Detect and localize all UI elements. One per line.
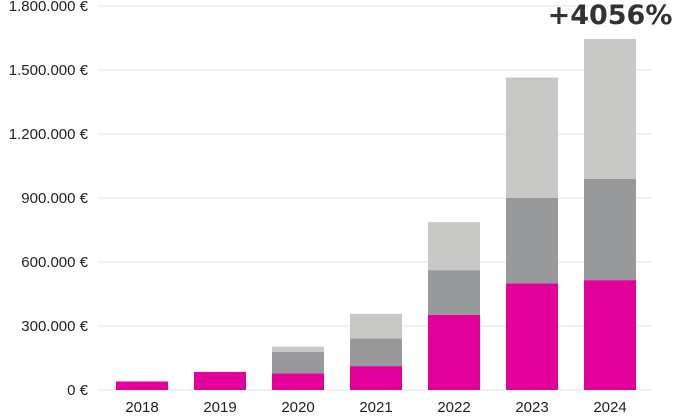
y-axis-tick-labels: 0 € 300.000 € 600.000 € 900.000 € 1.200.000 … xyxy=(9,0,89,399)
y-tick-label: 1.800.000 € xyxy=(9,0,89,15)
y-tick-label: 900.000 € xyxy=(21,190,88,207)
x-tick-label: 2020 xyxy=(281,399,314,416)
bar-segment-2020-3 xyxy=(272,346,324,353)
y-tick-label: 1.500.000 € xyxy=(9,62,89,79)
bar-segment-2024-2 xyxy=(584,178,636,281)
x-tick-label: 2023 xyxy=(515,399,548,416)
bar-segment-2023-1 xyxy=(506,283,558,390)
growth-annotation: +4056% xyxy=(548,0,673,31)
x-axis-tick-labels: 2018 2019 2020 2021 2022 2023 2024 xyxy=(125,399,626,416)
bar-segment-2019-1 xyxy=(194,371,246,390)
y-tick-label: 300.000 € xyxy=(21,318,88,335)
bar-segment-2022-3 xyxy=(428,222,480,271)
bars xyxy=(116,39,636,390)
y-tick-label: 600.000 € xyxy=(21,254,88,271)
bar-segment-2020-1 xyxy=(272,373,324,390)
bar-segment-2023-3 xyxy=(506,77,558,198)
bar-segment-2024-3 xyxy=(584,39,636,179)
x-tick-label: 2019 xyxy=(203,399,236,416)
bar-segment-2021-2 xyxy=(350,338,402,367)
bar-segment-2023-2 xyxy=(506,198,558,284)
x-tick-label: 2024 xyxy=(593,399,626,416)
grid-lines xyxy=(98,5,652,391)
x-tick-label: 2018 xyxy=(125,399,158,416)
y-tick-label: 0 € xyxy=(67,382,89,399)
bar-segment-2021-3 xyxy=(350,313,402,339)
y-tick-label: 1.200.000 € xyxy=(9,126,89,143)
bar-segment-2021-1 xyxy=(350,366,402,390)
bar-segment-2022-2 xyxy=(428,270,480,315)
bar-segment-2024-1 xyxy=(584,280,636,390)
x-tick-label: 2021 xyxy=(359,399,392,416)
bar-segment-2022-1 xyxy=(428,314,480,390)
bar-segment-2020-2 xyxy=(272,352,324,374)
x-tick-label: 2022 xyxy=(437,399,470,416)
bar-segment-2018-1 xyxy=(116,381,168,390)
